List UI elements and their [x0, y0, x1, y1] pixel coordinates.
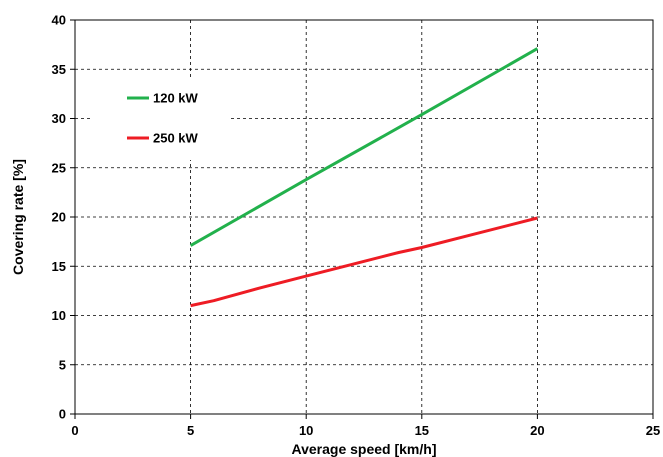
series-lines	[189, 47, 539, 308]
y-tick-label: 0	[59, 407, 66, 422]
y-tick-label: 5	[59, 357, 66, 372]
x-tick-label: 5	[187, 423, 194, 438]
x-tick-label: 15	[415, 423, 429, 438]
series-line-2	[190, 216, 538, 308]
grid	[75, 20, 653, 414]
y-tick-label: 40	[52, 13, 66, 28]
x-tick-label: 25	[646, 423, 660, 438]
y-tick-label: 25	[52, 160, 66, 175]
x-axis-title: Average speed [km/h]	[292, 441, 437, 457]
legend-label: 120 kW	[153, 91, 199, 106]
x-tick-label: 10	[299, 423, 313, 438]
legend-box	[93, 78, 230, 160]
x-tick-label: 0	[71, 423, 78, 438]
legend-label: 250 kW	[153, 131, 199, 146]
legend: 120 kW 250 kW	[93, 78, 230, 160]
y-tick-label: 15	[52, 259, 66, 274]
y-tick-label: 30	[52, 111, 66, 126]
y-tick-label: 20	[52, 210, 66, 225]
x-tick-label: 20	[530, 423, 544, 438]
y-axis-title: Covering rate [%]	[10, 159, 26, 275]
axes: 0 5 10 15 20 25 30 35 40 0 5 10 15 20 25	[52, 13, 661, 439]
y-tick-label: 35	[52, 62, 66, 77]
series-line-1	[189, 47, 539, 247]
y-tick-label: 10	[52, 308, 66, 323]
